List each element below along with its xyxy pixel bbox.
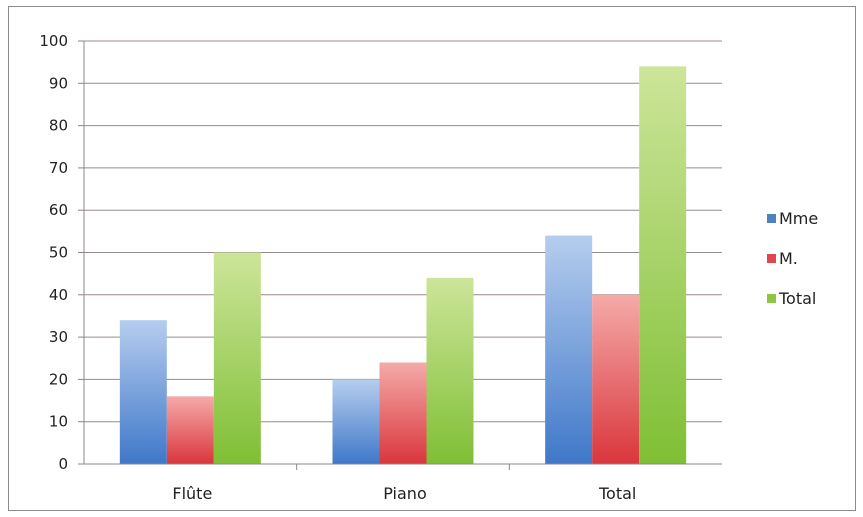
y-tick-label: 20 xyxy=(49,370,68,388)
bar-total-0 xyxy=(213,252,261,464)
y-tick-label: 80 xyxy=(49,117,68,135)
y-tick-label: 40 xyxy=(49,286,68,304)
y-tick-label: 70 xyxy=(49,159,68,177)
legend: Mme M. Total xyxy=(767,209,818,308)
bar-m-0 xyxy=(166,396,214,464)
x-tick-label: Piano xyxy=(383,484,426,503)
legend-label: Mme xyxy=(779,209,818,228)
y-tick-label: 60 xyxy=(49,201,68,219)
bar-total-2 xyxy=(639,66,687,464)
bar-mme-0 xyxy=(119,320,167,464)
legend-label: Total xyxy=(778,289,816,308)
legend-label: M. xyxy=(779,249,798,268)
bars xyxy=(119,66,687,464)
bar-mme-2 xyxy=(545,235,593,464)
y-tick-label: 90 xyxy=(49,74,68,92)
x-tick-label: Flûte xyxy=(172,484,212,503)
legend-swatch xyxy=(767,214,776,223)
y-tick-label: 0 xyxy=(58,455,68,473)
bar-total-1 xyxy=(426,277,474,464)
y-tick-label: 30 xyxy=(49,328,68,346)
bar-mme-1 xyxy=(332,379,380,464)
y-tick-label: 50 xyxy=(49,244,68,262)
bar-m-2 xyxy=(592,294,640,464)
legend-swatch xyxy=(767,254,776,263)
y-tick-label: 100 xyxy=(39,32,68,50)
x-tick-label: Total xyxy=(598,484,636,503)
legend-swatch xyxy=(767,294,776,303)
bar-m-1 xyxy=(379,362,427,464)
y-tick-label: 10 xyxy=(49,413,68,431)
axes: 0 10 20 30 40 50 60 70 80 90 100 Flûte Piano Total xyxy=(39,32,722,503)
